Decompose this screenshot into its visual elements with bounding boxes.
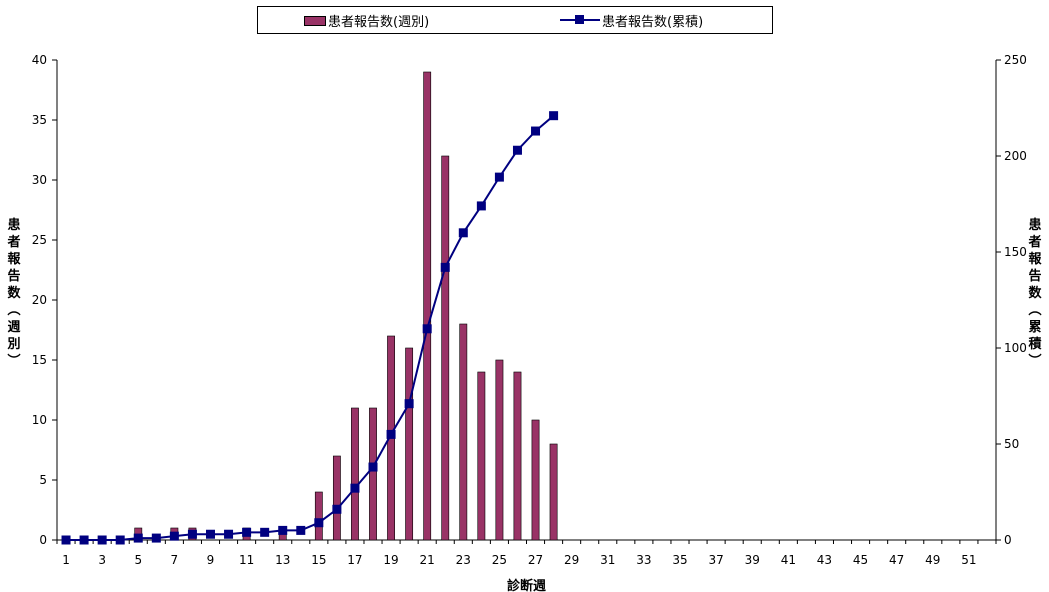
x-tick-label: 33: [636, 553, 651, 567]
cumulative-marker: [549, 111, 559, 121]
y-left-tick-label: 0: [39, 533, 47, 547]
x-tick-label: 41: [781, 553, 796, 567]
y-right-tick-label: 200: [1004, 149, 1027, 163]
bar-weekly: [351, 407, 359, 541]
x-tick-label: 37: [708, 553, 723, 567]
bar-weekly: [513, 371, 522, 541]
cumulative-marker: [440, 262, 450, 272]
bar-weekly: [459, 323, 468, 541]
cumulative-marker: [422, 324, 432, 334]
x-tick-label: 29: [564, 553, 579, 567]
line-cumulative: [66, 114, 555, 541]
y-left-tick-label: 25: [32, 233, 47, 247]
cumulative-marker: [386, 429, 396, 439]
x-tick-label: 23: [456, 553, 471, 567]
cumulative-marker: [151, 533, 161, 543]
bar-weekly: [531, 419, 540, 541]
x-tick-label: 5: [134, 553, 142, 567]
x-tick-label: 13: [275, 553, 290, 567]
cumulative-marker: [278, 525, 288, 535]
cumulative-marker: [296, 525, 306, 535]
x-tick-label: 43: [817, 553, 832, 567]
cumulative-marker: [512, 145, 522, 155]
legend-bar-swatch: [304, 16, 326, 26]
x-tick-label: 17: [347, 553, 362, 567]
x-tick-label: 19: [383, 553, 398, 567]
y-right-tick-label: 0: [1004, 533, 1012, 547]
cumulative-marker: [476, 201, 486, 211]
chart-legend: 患者報告数(週別) 患者報告数(累積): [257, 6, 773, 34]
cumulative-marker: [531, 126, 541, 136]
cumulative-marker: [368, 462, 378, 472]
x-tick-label: 31: [600, 553, 615, 567]
cumulative-marker: [404, 399, 414, 409]
bar-weekly: [495, 359, 504, 541]
bar-weekly: [441, 155, 450, 541]
cumulative-marker: [224, 529, 234, 539]
cumulative-marker: [79, 535, 89, 545]
x-tick-label: 49: [925, 553, 940, 567]
cumulative-marker: [205, 529, 215, 539]
y-left-tick-label: 35: [32, 113, 47, 127]
legend-cumulative-label: 患者報告数(累積): [602, 15, 704, 30]
cumulative-marker: [350, 483, 360, 493]
cumulative-marker: [187, 529, 197, 539]
x-tick-label: 11: [239, 553, 254, 567]
cumulative-marker: [115, 535, 125, 545]
x-axis-label: 診断週: [507, 578, 546, 592]
x-tick-label: 27: [528, 553, 543, 567]
x-tick-label: 39: [745, 553, 760, 567]
cumulative-marker: [242, 527, 252, 537]
cumulative-marker: [494, 172, 504, 182]
x-tick-label: 45: [853, 553, 868, 567]
cumulative-marker: [458, 228, 468, 238]
x-tick-label: 47: [889, 553, 904, 567]
x-tick-label: 35: [672, 553, 687, 567]
bar-weekly: [549, 443, 558, 541]
y-right-tick-label: 250: [1004, 53, 1027, 67]
bar-weekly: [369, 407, 377, 541]
bar-weekly: [332, 455, 341, 541]
y-left-tick-label: 10: [32, 413, 47, 427]
y-axis-right-label: 患者報告数 ︵ 累積 ︶: [1028, 218, 1042, 369]
x-tick-label: 9: [207, 553, 215, 567]
y-right-tick-label: 150: [1004, 245, 1027, 259]
cumulative-marker: [61, 535, 71, 545]
x-tick-label: 51: [961, 553, 976, 567]
cumulative-marker: [260, 527, 270, 537]
y-right-tick-label: 50: [1004, 437, 1019, 451]
bar-weekly: [477, 371, 486, 541]
cumulative-marker: [332, 504, 342, 514]
x-tick-label: 7: [171, 553, 179, 567]
cumulative-marker: [169, 531, 179, 541]
x-tick-label: 15: [311, 553, 326, 567]
legend-line-marker: [575, 15, 584, 24]
x-tick-label: 25: [492, 553, 507, 567]
cumulative-marker: [133, 533, 143, 543]
x-tick-label: 21: [420, 553, 435, 567]
x-tick-label: 1: [62, 553, 70, 567]
y-left-tick-label: 15: [32, 353, 47, 367]
legend-weekly-label: 患者報告数(週別): [328, 15, 430, 30]
bar-weekly: [423, 71, 432, 541]
bar-weekly: [405, 347, 414, 541]
cumulative-marker: [97, 535, 107, 545]
x-tick-label: 3: [98, 553, 106, 567]
y-left-tick-label: 30: [32, 173, 47, 187]
y-axis-left-label: 患者報告数 ︵ 週別 ︶: [7, 218, 21, 369]
y-left-tick-label: 20: [32, 293, 47, 307]
y-left-tick-label: 5: [39, 473, 47, 487]
y-left-tick-label: 40: [32, 53, 47, 67]
bar-weekly: [314, 491, 323, 541]
y-right-tick-label: 100: [1004, 341, 1027, 355]
cumulative-marker: [314, 518, 324, 528]
